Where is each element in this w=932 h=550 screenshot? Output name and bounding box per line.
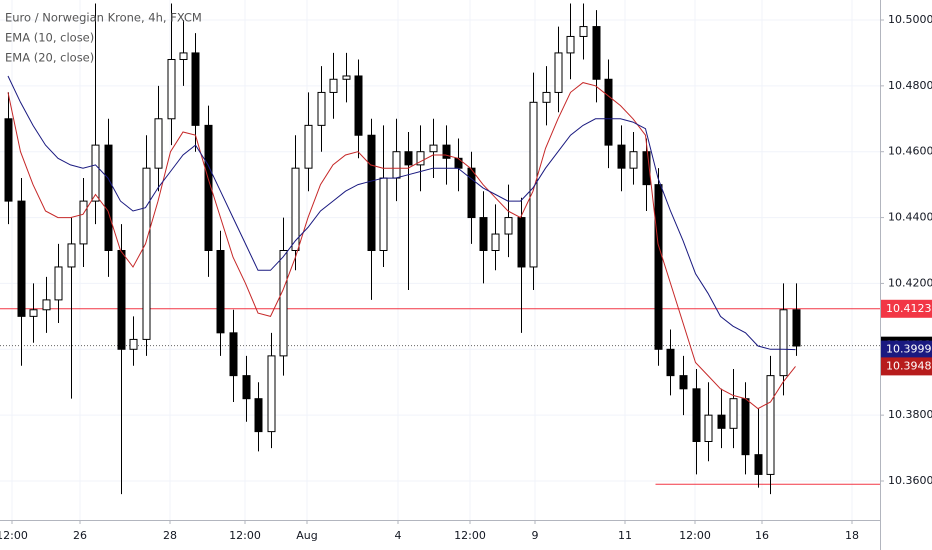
price-label: 10.41230 <box>886 302 932 315</box>
x-tick-label: 12:00 <box>679 529 711 542</box>
candle-body <box>17 200 26 317</box>
candle-body <box>679 375 688 390</box>
x-tick-label: Aug <box>296 529 317 542</box>
candle-body <box>342 75 351 80</box>
candle-body <box>179 52 188 61</box>
candle-body <box>367 134 376 251</box>
candle-body <box>79 200 88 245</box>
legend-entry: EMA (20, close) <box>5 51 94 65</box>
candle-body <box>592 26 601 80</box>
candle-body <box>91 144 100 202</box>
y-tick-label: 10.44000 <box>888 211 932 224</box>
candle-body <box>629 151 638 169</box>
candle-body <box>242 375 251 400</box>
price-label-bg <box>881 299 932 318</box>
candle-body <box>379 177 388 251</box>
candle-body <box>29 309 38 317</box>
candle-body <box>529 101 538 268</box>
candle-body <box>666 348 675 377</box>
candle-body <box>229 332 238 377</box>
candle-body <box>642 151 651 186</box>
y-tick-label: 10.42000 <box>888 276 932 289</box>
plot-area <box>0 3 880 495</box>
candle-body <box>104 144 113 251</box>
candle-body <box>416 151 425 166</box>
x-tick-label: 12:00 <box>229 529 261 542</box>
candle-body <box>42 299 51 311</box>
candle-body <box>267 355 276 433</box>
candle-body <box>204 124 213 251</box>
candle-body <box>129 338 138 350</box>
candle-body <box>4 118 13 202</box>
x-tick-label: 12:00 <box>0 529 28 542</box>
legend-entry: EMA (10, close) <box>5 31 94 45</box>
x-tick-label: 12:00 <box>454 529 486 542</box>
candle-body <box>167 59 176 120</box>
y-tick-label: 10.36000 <box>888 474 932 487</box>
candle-body <box>479 217 488 251</box>
x-tick-label: 4 <box>395 529 402 542</box>
candle-body <box>304 124 313 169</box>
candle-body <box>604 78 613 146</box>
candle-body <box>454 157 463 169</box>
candle-body <box>191 52 200 126</box>
candle-body <box>354 75 363 136</box>
x-tick-label: 16 <box>755 529 769 542</box>
candle-body <box>517 217 526 268</box>
candle-body <box>67 243 76 268</box>
candle-body <box>729 398 738 429</box>
candle-body <box>117 249 126 350</box>
candle-body <box>54 266 63 301</box>
candle-body <box>467 167 476 219</box>
candle-body <box>766 375 775 475</box>
ema-line <box>7 82 796 410</box>
x-tick-label: 9 <box>532 529 539 542</box>
candle-body <box>142 167 151 340</box>
candle-body <box>442 144 451 159</box>
candle-body <box>566 35 575 54</box>
candle-body <box>504 217 513 235</box>
candle-body <box>216 249 225 334</box>
y-tick-label: 10.50000 <box>888 13 932 26</box>
candle-body <box>741 398 750 456</box>
chart-title: Euro / Norwegian Krone, 4h, FXCM <box>5 11 202 25</box>
price-label: 10.39990 <box>886 343 932 356</box>
candle-body <box>154 118 163 169</box>
x-tick-label: 18 <box>845 529 859 542</box>
ema-line <box>7 75 796 351</box>
price-label: 10.39481 <box>886 359 932 372</box>
candle-body <box>491 233 500 251</box>
axes: 10.3600010.3800010.4000010.4200010.44000… <box>0 13 932 542</box>
price-label-bg <box>881 357 932 376</box>
candle-body <box>617 144 626 169</box>
candle-body <box>692 388 701 442</box>
candle-body <box>754 454 763 475</box>
candle-body <box>317 91 326 126</box>
candle-body <box>654 184 663 350</box>
candle-body <box>329 78 338 93</box>
x-tick-label: 28 <box>163 529 177 542</box>
candle-body <box>579 26 588 37</box>
candle-body <box>254 398 263 433</box>
candle-body <box>792 309 801 347</box>
candle-body <box>392 151 401 179</box>
candle-body <box>554 52 563 93</box>
price-label-bg <box>881 340 932 359</box>
candle-body <box>291 167 300 251</box>
y-tick-label: 10.46000 <box>888 145 932 158</box>
candle-body <box>542 91 551 103</box>
candle-body <box>279 249 288 357</box>
candle-body <box>429 144 438 153</box>
x-tick-label: 26 <box>73 529 87 542</box>
candle-body <box>704 414 713 442</box>
candle-body <box>717 414 726 429</box>
y-tick-label: 10.48000 <box>888 79 932 92</box>
candle-body <box>404 151 413 166</box>
candle-body <box>779 309 788 377</box>
x-tick-label: 11 <box>618 529 632 542</box>
y-tick-label: 10.38000 <box>888 408 932 421</box>
